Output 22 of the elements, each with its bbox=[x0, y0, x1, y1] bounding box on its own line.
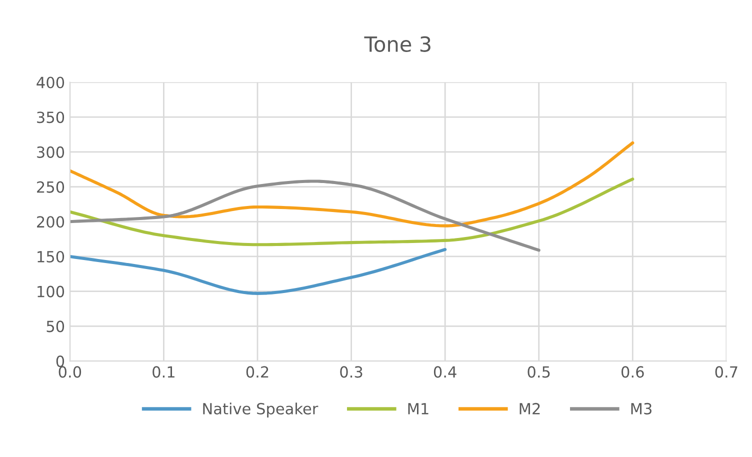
y-tick-label: 300 bbox=[37, 146, 64, 158]
x-tick-label: 0.4 bbox=[434, 366, 456, 378]
y-tick-label: 150 bbox=[38, 250, 64, 263]
legend-label: M2 bbox=[520, 402, 540, 414]
x-tick-label: 0.3 bbox=[340, 366, 362, 378]
x-tick-label: 0.6 bbox=[622, 366, 644, 378]
y-tick-label: 0 bbox=[56, 355, 64, 368]
y-tick-label: 250 bbox=[37, 181, 64, 193]
y-tick-label: 350 bbox=[37, 112, 64, 124]
legend-label: M1 bbox=[408, 403, 428, 414]
y-tick-label: 100 bbox=[38, 286, 64, 298]
y-tick-label: 200 bbox=[37, 216, 64, 228]
legend-label: Native Speaker bbox=[203, 402, 318, 418]
x-tick-label: 0.2 bbox=[246, 366, 268, 378]
chart-title: Tone 3 bbox=[364, 36, 430, 52]
y-tick-label: 50 bbox=[46, 320, 64, 332]
x-tick-label: 0.1 bbox=[152, 366, 174, 378]
legend-label: M3 bbox=[631, 402, 652, 414]
x-tick-label: 0.7 bbox=[715, 366, 738, 378]
y-tick-label: 400 bbox=[36, 76, 64, 88]
x-tick-label: 0.5 bbox=[528, 366, 550, 378]
x-tick-label: 0.0 bbox=[58, 366, 82, 378]
